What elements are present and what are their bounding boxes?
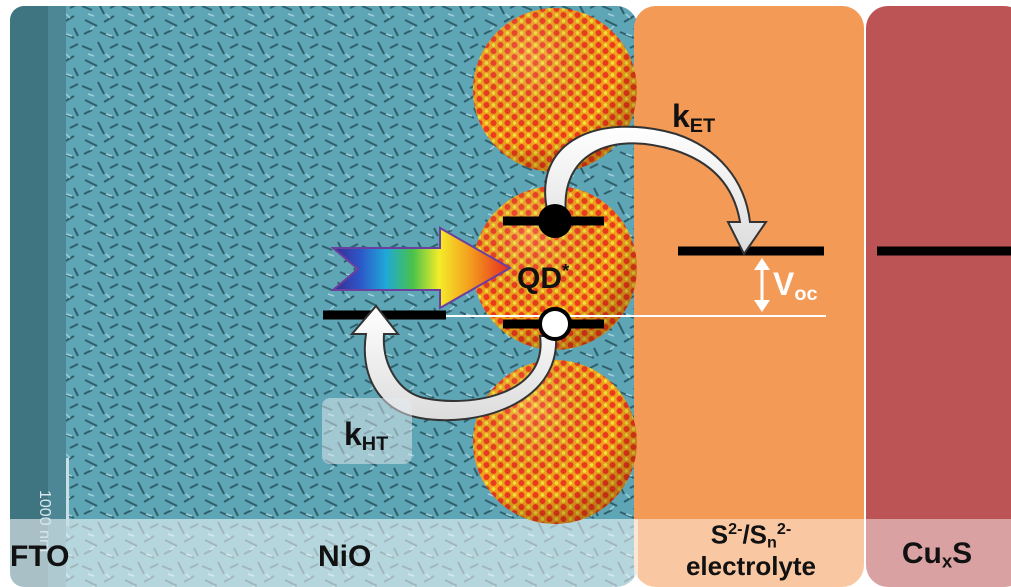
electron-filled-circle-icon — [538, 204, 572, 238]
electrolyte-label-band — [634, 519, 864, 587]
nio-label: NiO — [318, 540, 372, 573]
electrolyte-label: S2-/Sn2- electrolyte — [685, 519, 817, 582]
hole-transfer-arrow — [349, 304, 558, 422]
voc-label: Voc — [773, 266, 818, 305]
k-ht-label-box — [322, 398, 412, 464]
quantum-dot-bottom — [473, 360, 637, 524]
cathode-layer — [866, 6, 1011, 587]
nio-label-band — [10, 519, 638, 587]
scale-bar — [66, 458, 69, 526]
cathode-label: CuxS — [901, 537, 973, 572]
rainbow-arrow-icon — [330, 226, 513, 310]
quantum-dot-top — [473, 8, 637, 172]
hole-open-circle-icon — [538, 307, 572, 341]
electrolyte-layer — [634, 6, 864, 587]
fto-label: FTO — [10, 540, 70, 573]
k-ht-label: kHT — [344, 416, 389, 455]
qd-excited-label: QD* — [517, 260, 570, 296]
k-et-label: kET — [672, 98, 716, 137]
cathode-label-band — [866, 519, 1011, 587]
voc-double-arrow — [754, 258, 770, 312]
electron-transfer-arrow — [544, 125, 768, 256]
quantum-dot-middle — [473, 186, 637, 350]
